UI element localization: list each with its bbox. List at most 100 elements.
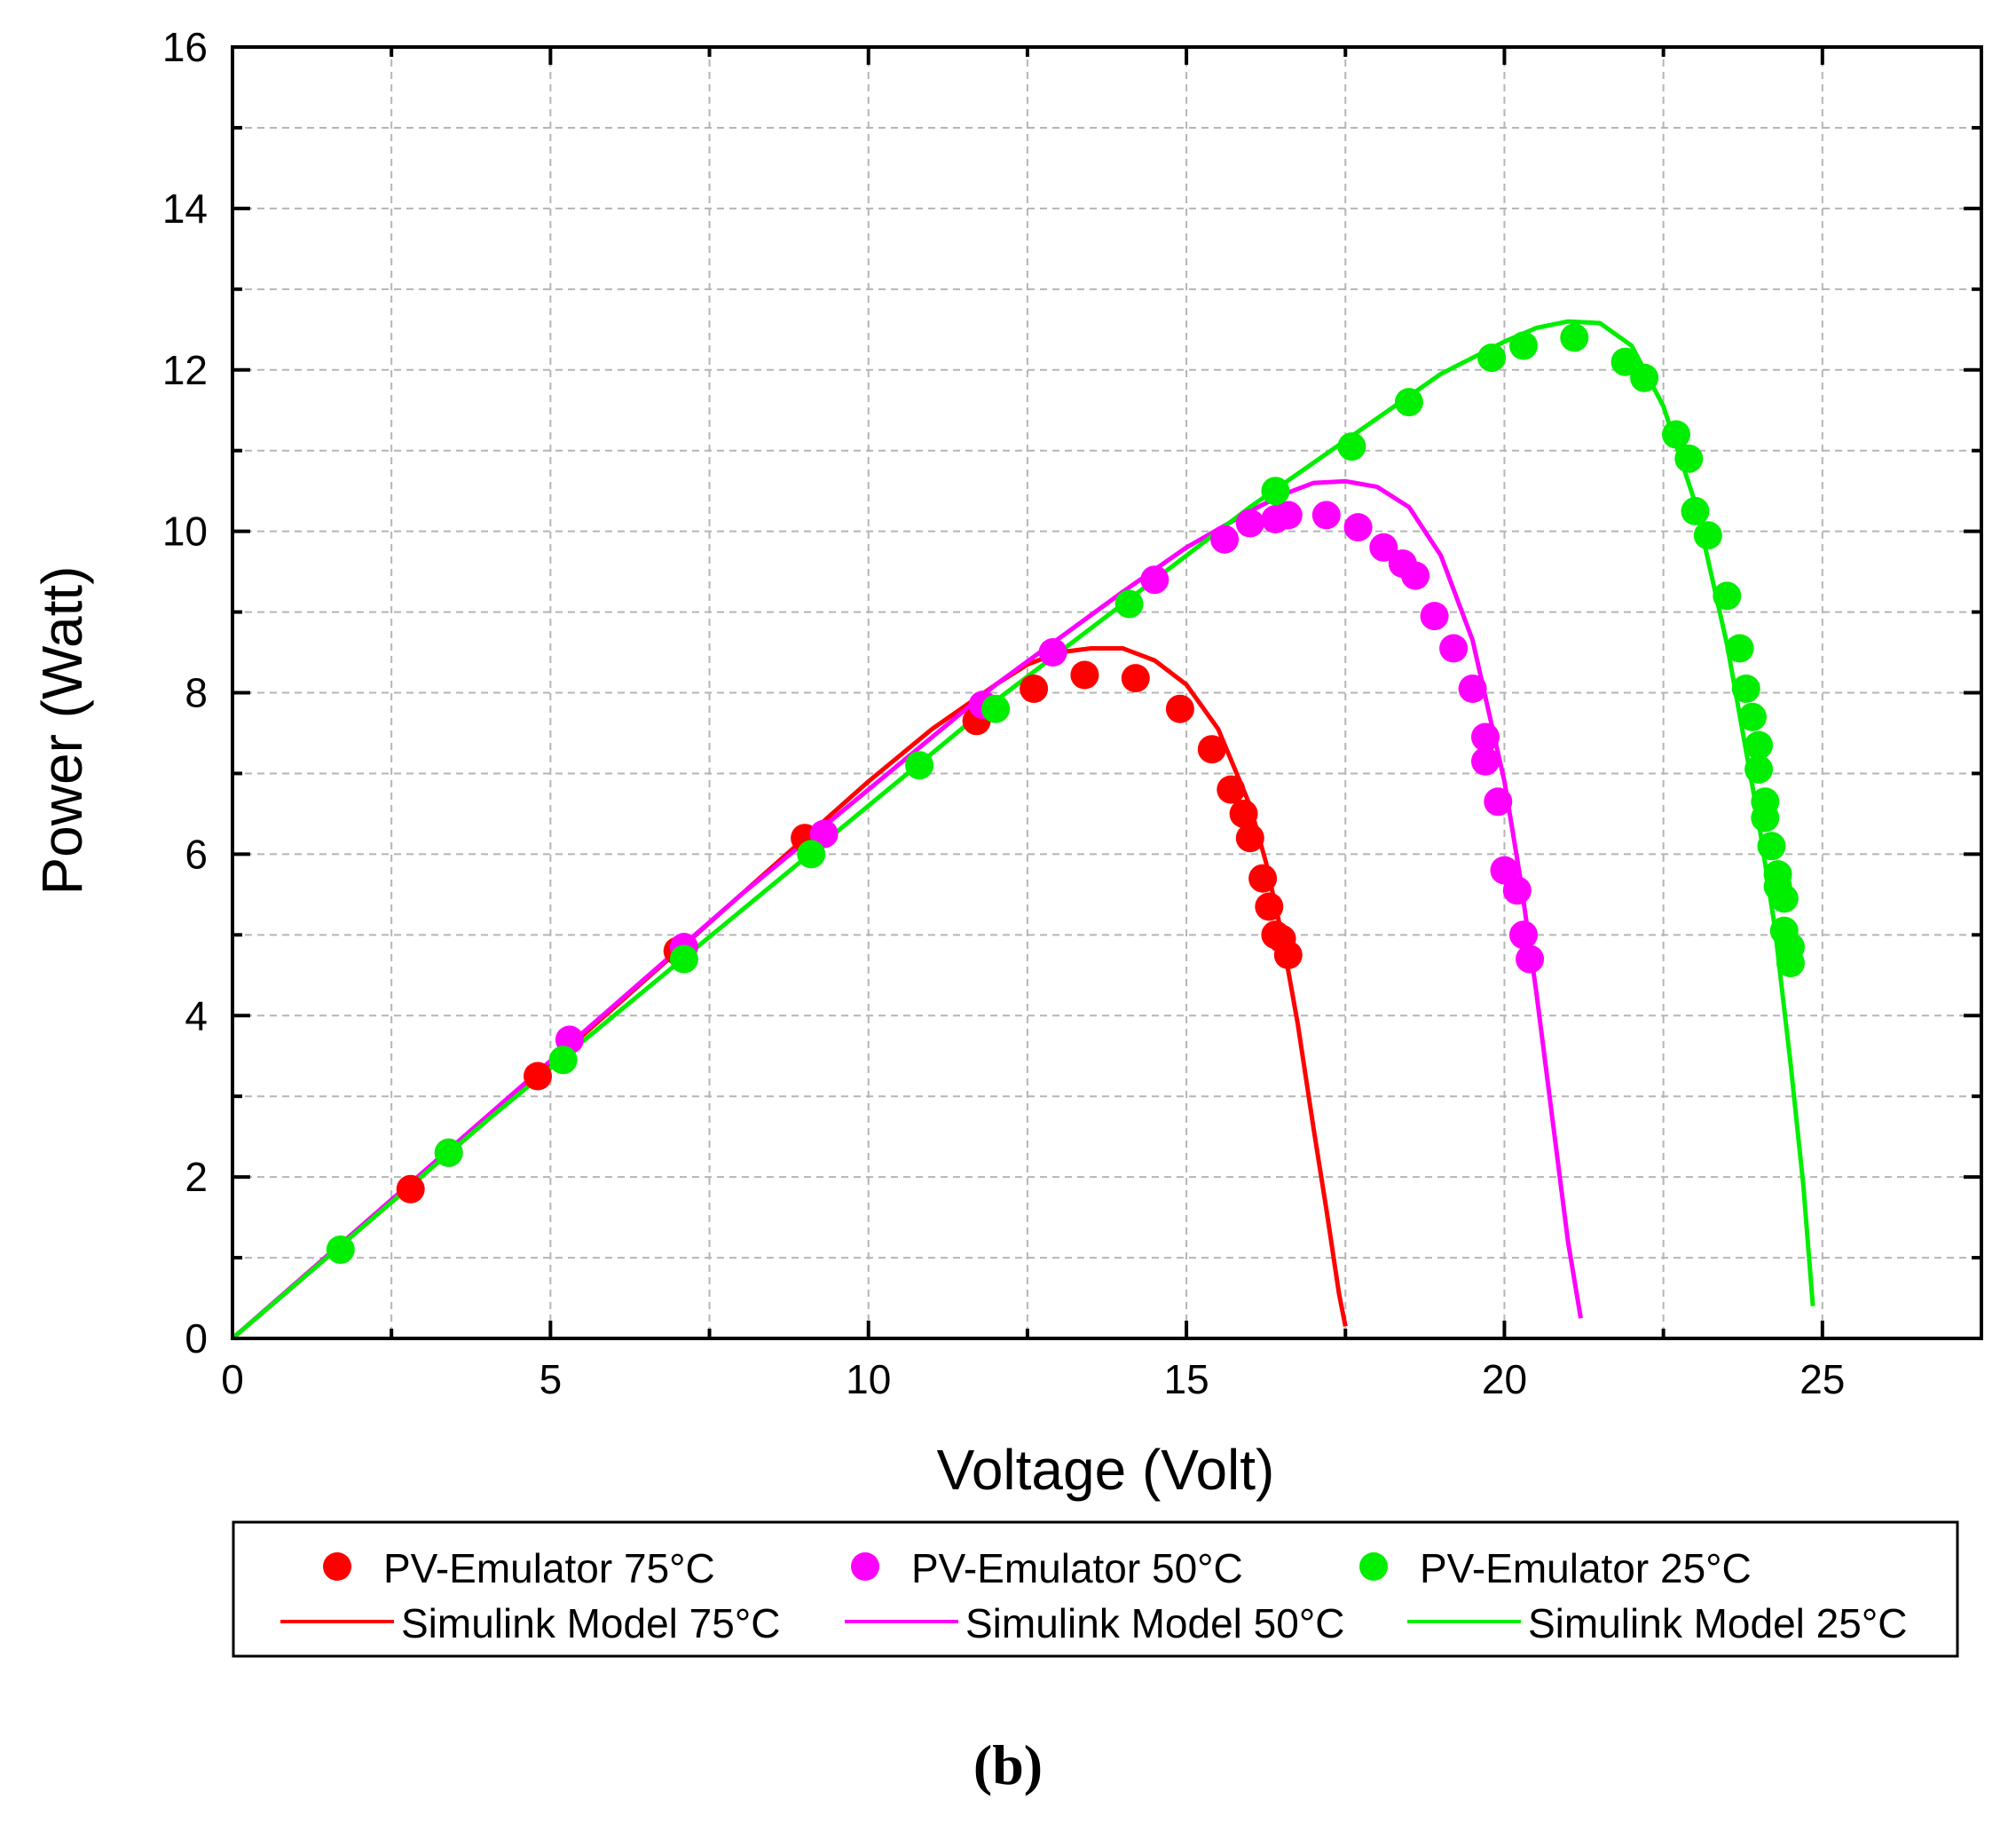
y-tick-label: 12 [162, 347, 208, 393]
grid [232, 47, 1982, 1338]
data-point-pv-emulator-25 [434, 1138, 463, 1167]
data-point-pv-emulator-50 [1516, 944, 1545, 974]
data-point-pv-emulator-25 [326, 1235, 355, 1264]
y-tick-label: 16 [162, 24, 208, 70]
data-point-pv-emulator-25 [1337, 432, 1366, 462]
data-point-pv-emulator-25 [1744, 754, 1774, 784]
data-point-pv-emulator-75 [1235, 824, 1264, 853]
y-tick-label: 14 [162, 185, 208, 232]
data-point-pv-emulator-25 [1681, 496, 1710, 525]
x-tick-label: 10 [846, 1356, 891, 1402]
legend-marker-emulator-25 [1359, 1552, 1388, 1581]
data-point-pv-emulator-25 [981, 694, 1011, 723]
data-point-pv-emulator-25 [1731, 675, 1760, 703]
data-point-pv-emulator-50 [1471, 746, 1500, 776]
data-point-pv-emulator-25 [1757, 832, 1786, 861]
legend-label-emulator-50: PV-Emulator 50°C [911, 1545, 1243, 1591]
x-tick-label: 20 [1482, 1356, 1527, 1402]
data-point-pv-emulator-25 [1477, 343, 1507, 373]
data-point-pv-emulator-50 [1502, 876, 1532, 905]
data-point-pv-emulator-25 [1394, 388, 1423, 417]
data-point-pv-emulator-50 [1401, 561, 1430, 590]
data-point-pv-emulator-25 [1662, 420, 1690, 449]
data-point-pv-emulator-25 [1630, 363, 1659, 392]
data-point-pv-emulator-50 [1484, 787, 1513, 817]
data-point-pv-emulator-50 [1343, 513, 1373, 542]
y-tick-label: 8 [185, 670, 208, 716]
data-point-pv-emulator-25 [1261, 477, 1290, 506]
data-point-pv-emulator-25 [1776, 949, 1805, 978]
series-line-simulink-model-50 [231, 478, 1583, 1340]
data-point-pv-emulator-25 [1738, 702, 1767, 731]
data-point-pv-emulator-25 [1509, 331, 1538, 360]
x-tick-label: 5 [539, 1356, 563, 1402]
legend-marker-emulator-75 [323, 1552, 351, 1581]
data-point-pv-emulator-25 [1744, 730, 1774, 760]
data-point-pv-emulator-75 [1121, 664, 1150, 693]
y-tick-label: 2 [185, 1154, 208, 1200]
data-point-pv-emulator-50 [1235, 509, 1264, 538]
y-tick-label: 4 [185, 992, 208, 1038]
data-point-pv-emulator-50 [1471, 722, 1500, 752]
data-point-pv-emulator-25 [1674, 444, 1704, 473]
legend: PV-Emulator 75°C PV-Emulator 50°C PV-Emu… [232, 1520, 1959, 1658]
data-point-pv-emulator-50 [1369, 533, 1398, 562]
data-point-pv-emulator-50 [1420, 602, 1449, 631]
y-tick-label: 10 [162, 509, 208, 555]
data-point-pv-emulator-25 [1725, 634, 1754, 663]
data-point-pv-emulator-25 [797, 840, 826, 869]
data-point-pv-emulator-25 [905, 751, 934, 780]
axes: 0 5 10 15 20 25 0 2 4 6 8 10 12 14 16 [162, 24, 1983, 1402]
y-tick-label: 6 [185, 831, 208, 877]
legend-marker-emulator-50 [851, 1552, 879, 1581]
data-point-pv-emulator-75 [396, 1174, 425, 1204]
data-point-pv-emulator-25 [1769, 884, 1799, 913]
data-point-pv-emulator-75 [1255, 892, 1284, 921]
x-tick-label: 15 [1164, 1356, 1209, 1402]
data-point-pv-emulator-25 [1751, 803, 1780, 833]
data-point-pv-emulator-25 [1560, 323, 1589, 352]
data-point-pv-emulator-75 [524, 1062, 552, 1091]
figure-caption: (b) [973, 1733, 1043, 1796]
legend-label-simulink-25: Simulink Model 25°C [1528, 1600, 1907, 1646]
series-line-simulink-model-75 [231, 646, 1348, 1340]
legend-label-simulink-50: Simulink Model 50°C [965, 1600, 1344, 1646]
data-point-pv-emulator-75 [1229, 799, 1258, 828]
data-point-pv-emulator-75 [1070, 660, 1099, 690]
data-point-pv-emulator-50 [1210, 525, 1240, 554]
data-point-pv-emulator-75 [1248, 864, 1278, 893]
legend-label-emulator-25: PV-Emulator 25°C [1420, 1545, 1752, 1591]
x-tick-label: 0 [221, 1356, 244, 1402]
x-axis-label: Voltage (Volt) [937, 1438, 1275, 1502]
data-point-pv-emulator-25 [1114, 589, 1144, 619]
data-point-pv-emulator-25 [669, 944, 698, 974]
series-line-simulink-model-25 [231, 319, 1815, 1340]
data-point-pv-emulator-75 [1165, 694, 1194, 723]
series-points [326, 323, 1805, 1264]
data-point-pv-emulator-75 [1217, 775, 1246, 804]
data-point-pv-emulator-50 [1458, 675, 1487, 703]
data-point-pv-emulator-75 [1197, 735, 1226, 764]
data-point-pv-emulator-50 [1140, 565, 1169, 595]
legend-frame [232, 1520, 1959, 1658]
legend-label-emulator-75: PV-Emulator 75°C [383, 1545, 715, 1591]
data-point-pv-emulator-50 [1439, 634, 1469, 663]
y-axis-label: Power (Watt) [30, 566, 94, 896]
data-point-pv-emulator-75 [1020, 675, 1049, 703]
data-point-pv-emulator-25 [548, 1046, 578, 1075]
data-point-pv-emulator-25 [1610, 347, 1640, 376]
y-tick-label: 0 [185, 1315, 208, 1361]
legend-label-simulink-75: Simulink Model 75°C [401, 1600, 780, 1646]
data-point-pv-emulator-25 [1713, 581, 1742, 611]
data-point-pv-emulator-75 [1273, 941, 1303, 969]
data-point-pv-emulator-25 [1693, 521, 1722, 550]
data-point-pv-emulator-50 [1273, 501, 1303, 530]
data-point-pv-emulator-50 [1311, 501, 1341, 530]
data-point-pv-emulator-50 [809, 819, 839, 848]
series-lines [231, 319, 1815, 1340]
data-point-pv-emulator-50 [1509, 920, 1538, 950]
x-tick-label: 25 [1799, 1356, 1845, 1402]
data-point-pv-emulator-50 [1038, 638, 1067, 667]
